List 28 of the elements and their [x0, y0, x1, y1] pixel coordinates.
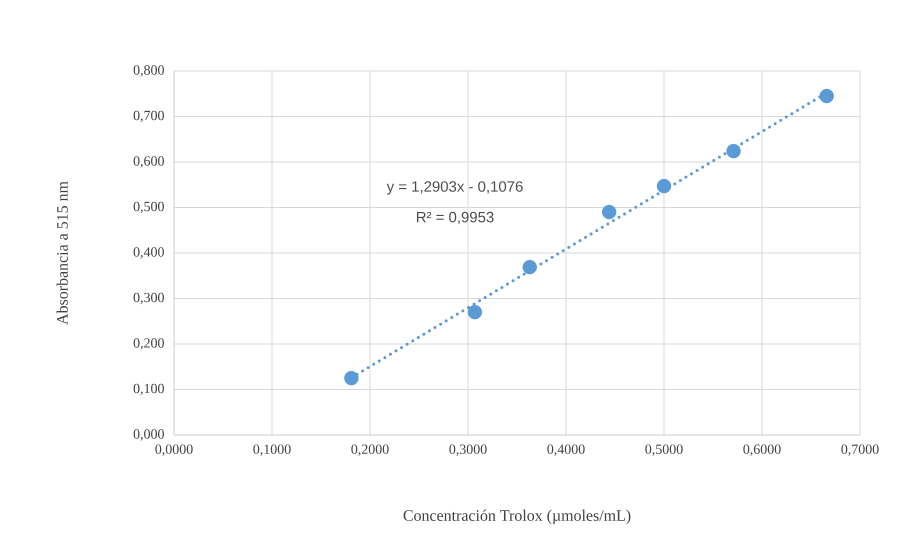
y-tick-label: 0,000	[134, 429, 164, 441]
point	[602, 204, 616, 220]
y-tick-label: 0,500	[134, 202, 164, 214]
x-axis-title: Concentración Trolox (µmoles/mL)	[404, 510, 630, 524]
y-tick-label: 0,400	[134, 247, 164, 259]
annotation: y = 1,2903x - 0,1076	[386, 181, 523, 195]
point	[522, 260, 537, 274]
x-tick-label: 0,4000	[547, 444, 585, 456]
y-tick-label: 0,100	[134, 384, 164, 396]
x-tick-label: 0,7000	[841, 444, 879, 456]
y-axis-title: Absorbancia a 515 nm	[56, 181, 68, 325]
y-tick-label: 0,200	[134, 338, 164, 350]
x-tick-label: 0,0000	[155, 444, 193, 456]
x-tick-label: 0,5000	[645, 444, 683, 456]
y-tick-label: 0,300	[134, 292, 164, 304]
point	[344, 370, 359, 386]
point	[468, 304, 482, 320]
x-tick-label: 0,2000	[351, 444, 389, 456]
y-tick-label: 0,600	[134, 156, 164, 168]
x-tick-label: 0,6000	[743, 444, 781, 456]
y-tick-label: 0,700	[134, 110, 164, 122]
x-tick-label: 0,3000	[449, 444, 487, 456]
point	[726, 144, 741, 158]
point	[656, 178, 672, 194]
point	[819, 88, 834, 104]
annotation: R² = 0,9953	[416, 212, 494, 224]
y-tick-label: 0,800	[134, 65, 164, 77]
x-tick-label: 0,1000	[253, 444, 291, 456]
